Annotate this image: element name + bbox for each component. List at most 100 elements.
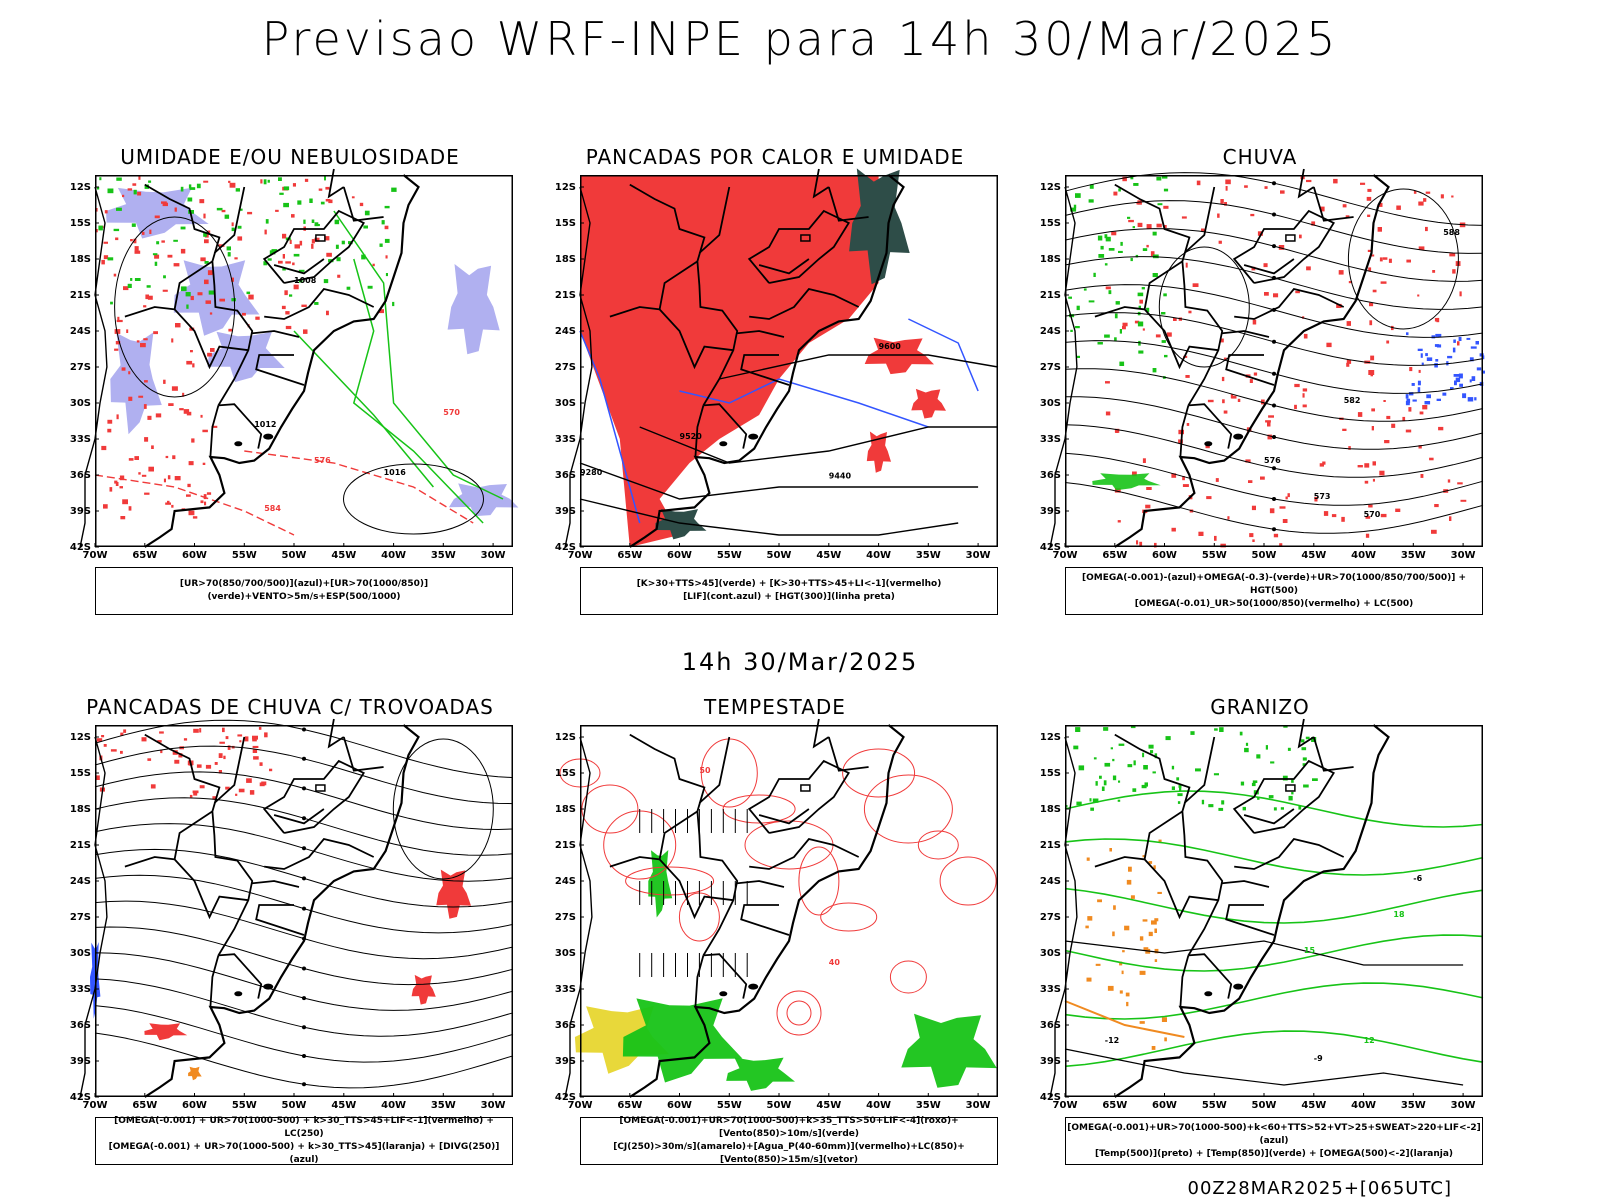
humidity-green-speckle: [196, 183, 201, 189]
rain-red: [1367, 249, 1373, 252]
rain-blue: [1409, 392, 1414, 396]
temp-850-green: [1251, 782, 1256, 787]
omega-orange: [1142, 855, 1145, 858]
wind-850-green: [901, 1013, 997, 1088]
lon-tick-label: 55W: [1202, 1100, 1227, 1111]
temp-850-green: [1078, 765, 1085, 771]
lon-tick-label: 55W: [232, 1100, 257, 1111]
water-contour: [776, 990, 822, 1036]
omega-orange: [1157, 891, 1162, 894]
forecast-time-label: 14h 30/Mar/2025: [681, 648, 919, 676]
omega-orange: [1107, 985, 1114, 991]
lon-tick-label: 60W: [667, 1100, 692, 1111]
rain-red: [1384, 440, 1390, 444]
temp-850-green: [1302, 757, 1307, 761]
contour-label: 9280: [580, 468, 603, 477]
state-border: [1232, 759, 1335, 834]
rain-green: [1115, 301, 1120, 305]
humidity-green-speckle: [279, 192, 284, 195]
coastline: [144, 174, 420, 548]
rain-red: [1364, 463, 1370, 468]
federal-district: [800, 234, 811, 242]
legend-box: [OMEGA(-0.001)-(azul)+OMEGA(-0.3)-(verde…: [1065, 567, 1483, 615]
humidity-red-speckle: [120, 516, 126, 520]
rain-green: [1141, 287, 1145, 290]
temp-850-green: [1103, 727, 1109, 731]
humidity-red-speckle: [285, 311, 290, 315]
state-border: [658, 810, 698, 860]
lat-tick-label: 21S: [1040, 290, 1061, 301]
rain-red: [1306, 179, 1312, 183]
state-border: [740, 904, 790, 936]
water-contour: [917, 830, 959, 860]
lon-tick-label: 70W: [83, 1100, 108, 1111]
thunder-red: [147, 758, 152, 761]
state-border: [251, 880, 300, 888]
omega-orange: [1130, 895, 1135, 899]
pressure-contour: [114, 216, 236, 398]
rain-red: [1368, 267, 1372, 271]
fields: 1012 1016 1008 576 570 584: [94, 175, 519, 536]
basemap: [79, 168, 420, 548]
rain-blue: [1417, 348, 1423, 351]
rain-green: [1088, 199, 1094, 203]
humidity-red-speckle: [351, 196, 355, 199]
humidity-green-speckle: [311, 219, 315, 223]
rain-blue: [1459, 383, 1463, 387]
basemap: [1049, 168, 1390, 548]
rain-red: [1323, 511, 1329, 516]
map-border: [1065, 725, 1483, 1097]
rain-red: [1346, 362, 1350, 367]
rain-red: [1171, 473, 1177, 478]
thunder-red: [218, 770, 222, 774]
thunder-red: [192, 790, 199, 794]
state-border: [736, 880, 785, 888]
rain-blue: [1421, 362, 1424, 366]
omega-orange: [1154, 928, 1157, 933]
lat-tick-label: 21S: [70, 290, 91, 301]
humidity-red-speckle: [186, 494, 191, 497]
humidity-green-speckle: [146, 285, 151, 288]
rain-red: [1379, 470, 1385, 476]
temp-850-green: [1221, 800, 1225, 805]
map-frame: [1065, 725, 1483, 1097]
omega-orange: [1124, 925, 1130, 931]
humidity-green-speckle: [334, 219, 340, 225]
rain-red: [1263, 263, 1268, 268]
instability-red: [864, 337, 934, 375]
humidity-green-speckle: [163, 275, 166, 279]
rain-red: [1440, 194, 1444, 199]
humidity-red-speckle: [167, 500, 170, 505]
humidity-green-speckle: [231, 227, 235, 232]
lat-tick-label: 39S: [70, 506, 91, 517]
rain-red: [1278, 245, 1285, 250]
state-border: [1221, 880, 1270, 888]
state-border: [1183, 186, 1216, 254]
state-border: [758, 258, 810, 275]
humidity-red-speckle: [167, 254, 173, 258]
lat-tick-label: 27S: [70, 362, 91, 373]
rain-red: [1306, 266, 1311, 271]
state-border: [209, 955, 220, 1008]
lon-tick-label: 35W: [1401, 1100, 1426, 1111]
humidity-green-speckle: [224, 214, 230, 219]
temp-850-green: [1208, 804, 1214, 808]
humidity-red-speckle: [141, 474, 147, 477]
temp-850-green: [1112, 758, 1115, 762]
humidity-red-speckle: [163, 478, 166, 483]
lat-tick-label: 39S: [70, 1056, 91, 1067]
humidity-green-speckle: [204, 261, 209, 264]
lat-tick-label: 27S: [1040, 912, 1061, 923]
humidity-green-speckle: [99, 177, 102, 181]
hgt-500-contour-arrow: [1272, 466, 1276, 471]
rain-red: [1146, 244, 1149, 248]
basemap: [79, 718, 420, 1098]
panel-title: CHUVA: [1222, 145, 1298, 169]
humidity-green-speckle: [283, 202, 289, 208]
rain-red: [1223, 357, 1227, 361]
humidity-red-speckle: [301, 304, 307, 307]
fields: 40 50: [559, 738, 997, 1091]
temp-850-contour: [1064, 1030, 1484, 1068]
andes-border: [564, 186, 593, 548]
temp-850-green: [1312, 778, 1318, 781]
